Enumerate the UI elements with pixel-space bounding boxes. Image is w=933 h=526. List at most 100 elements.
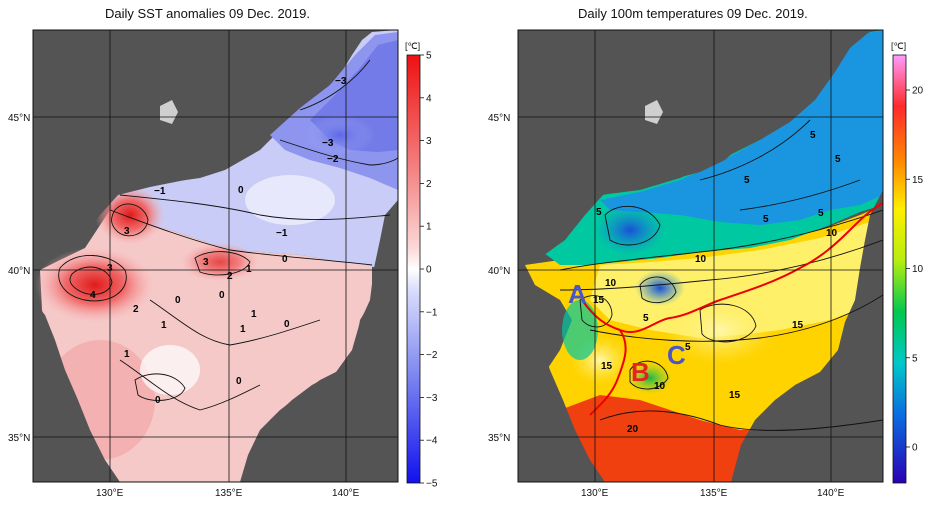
left-lat-label: 45°N bbox=[8, 113, 30, 124]
left-contour-label: 0 bbox=[282, 254, 288, 265]
colorbar-tick-label: 0 bbox=[426, 265, 432, 276]
left-contour-label: 3 bbox=[203, 257, 209, 268]
right-coastal-cool bbox=[562, 300, 598, 360]
right-land-japan bbox=[731, 190, 883, 482]
region-label-B: B bbox=[631, 357, 650, 387]
left-contour-label: 1 bbox=[246, 264, 252, 275]
left-contour-label: −3 bbox=[322, 138, 334, 149]
left-contour-label: 3 bbox=[124, 226, 130, 237]
right-lon-label: 140°E bbox=[817, 488, 845, 499]
left-panel-title: Daily SST anomalies 09 Dec. 2019. bbox=[105, 6, 310, 21]
right-cold-eddy-central bbox=[635, 270, 685, 306]
right-lon-label: 130°E bbox=[581, 488, 609, 499]
right-sea-yellow-band bbox=[590, 215, 883, 338]
right-sea-north-blue bbox=[600, 30, 883, 225]
left-contour-label: −3 bbox=[335, 76, 347, 87]
left-lon-label: 140°E bbox=[332, 488, 360, 499]
right-contours bbox=[559, 119, 883, 431]
colorbar-tick-label: 0 bbox=[912, 443, 918, 454]
left-colorbar-scale bbox=[406, 54, 421, 484]
left-graticule bbox=[33, 30, 398, 482]
left-contour-label: 1 bbox=[251, 309, 257, 320]
left-contour-label: 0 bbox=[238, 185, 244, 196]
right-lat-labels: 45°N 40°N 35°N bbox=[488, 113, 510, 444]
left-contour-label: 0 bbox=[219, 290, 225, 301]
left-contour-label: 1 bbox=[124, 349, 130, 360]
left-contour-label: −1 bbox=[154, 186, 166, 197]
left-contour-label: 1 bbox=[240, 324, 246, 335]
left-neutral-north bbox=[245, 175, 335, 225]
left-colorbar-unit: [℃] bbox=[405, 41, 420, 51]
left-cold-core bbox=[305, 115, 375, 155]
left-warm-core-central bbox=[180, 242, 260, 282]
right-contour-label: 10 bbox=[654, 381, 666, 392]
left-island bbox=[160, 100, 178, 124]
colorbar-tick-label: 3 bbox=[426, 136, 432, 147]
left-map: −3 −3 −2 −1 0 −1 0 3 3 4 2 1 1 0 3 2 1 0… bbox=[32, 29, 399, 483]
left-map-frame bbox=[32, 29, 399, 483]
left-contour-label: 0 bbox=[236, 376, 242, 387]
left-lat-label: 35°N bbox=[8, 433, 30, 444]
left-land-korea bbox=[33, 300, 120, 482]
right-contour-label: 5 bbox=[596, 207, 602, 218]
right-contour-label: 5 bbox=[818, 208, 824, 219]
right-contour-labels: 5 5 5 5 5 5 10 10 10 15 5 15 15 5 10 15 … bbox=[593, 130, 841, 435]
right-contour-label: 10 bbox=[695, 254, 707, 265]
left-lat-label: 40°N bbox=[8, 266, 30, 277]
colorbar-tick-label: −4 bbox=[426, 436, 438, 447]
right-land-korea bbox=[518, 300, 605, 482]
right-cold-eddy-B bbox=[628, 362, 672, 394]
left-neutral-area bbox=[140, 345, 200, 395]
right-lat-label: 35°N bbox=[488, 433, 510, 444]
left-lon-label: 130°E bbox=[96, 488, 124, 499]
left-contour-label: −2 bbox=[327, 154, 339, 165]
colorbar-tick-label: −5 bbox=[426, 479, 438, 490]
colorbar-tick-label: 5 bbox=[426, 51, 432, 62]
left-contour-label: 2 bbox=[227, 271, 233, 282]
right-lat-label: 40°N bbox=[488, 266, 510, 277]
right-lat-label: 45°N bbox=[488, 113, 510, 124]
right-contour-label: 15 bbox=[601, 361, 613, 372]
right-contour-label: 20 bbox=[627, 424, 639, 435]
region-label-A: A bbox=[568, 279, 587, 309]
right-map: 5 5 5 5 5 5 10 10 10 15 5 15 15 5 10 15 … bbox=[517, 29, 884, 483]
left-contour-label: 1 bbox=[161, 320, 167, 331]
left-land-japan bbox=[246, 200, 398, 482]
colorbar-tick-label: 5 bbox=[912, 353, 918, 364]
left-lon-labels: 130°E 135°E 140°E bbox=[96, 488, 360, 499]
colorbar-tick-label: 2 bbox=[426, 179, 432, 190]
right-contour-label: 15 bbox=[729, 390, 741, 401]
right-cold-eddy-west bbox=[595, 205, 665, 255]
left-contour-label: 0 bbox=[155, 395, 161, 406]
right-colorbar-unit: [℃] bbox=[891, 41, 906, 51]
left-warm-core-west bbox=[35, 247, 155, 323]
colorbar-tick-label: 4 bbox=[426, 93, 432, 104]
left-contours bbox=[58, 59, 398, 411]
left-lat-labels: 45°N 40°N 35°N bbox=[8, 113, 30, 444]
right-contour-label: 5 bbox=[685, 342, 691, 353]
left-land-kyushu bbox=[33, 430, 110, 482]
right-contour-label: 5 bbox=[744, 175, 750, 186]
left-lon-label: 135°E bbox=[215, 488, 243, 499]
right-contour-label: 15 bbox=[792, 320, 804, 331]
left-contour-label: 4 bbox=[90, 290, 96, 301]
right-map-frame bbox=[517, 29, 884, 483]
left-contour-label: 0 bbox=[175, 295, 181, 306]
right-colorbar: [℃] 20 15 10 5 0 bbox=[891, 41, 924, 484]
colorbar-tick-label: −1 bbox=[426, 307, 438, 318]
colorbar-tick-label: −3 bbox=[426, 393, 438, 404]
right-contour-label: 5 bbox=[810, 130, 816, 141]
left-contour-labels: −3 −3 −2 −1 0 −1 0 3 3 4 2 1 1 0 3 2 1 0… bbox=[90, 76, 347, 406]
right-panel-title: Daily 100m temperatures 09 Dec. 2019. bbox=[578, 6, 808, 21]
right-island bbox=[645, 100, 663, 124]
right-front-line bbox=[581, 202, 883, 416]
right-graticule bbox=[518, 30, 883, 482]
right-contour-label: 10 bbox=[605, 278, 617, 289]
left-contour-label: 2 bbox=[133, 304, 139, 315]
right-contour-label: 10 bbox=[826, 228, 838, 239]
right-lon-labels: 130°E 135°E 140°E bbox=[581, 488, 845, 499]
colorbar-tick-label: 10 bbox=[912, 264, 924, 275]
right-contour-label: 5 bbox=[763, 214, 769, 225]
colorbar-tick-label: 1 bbox=[426, 222, 432, 233]
left-contour-label: −1 bbox=[276, 228, 288, 239]
